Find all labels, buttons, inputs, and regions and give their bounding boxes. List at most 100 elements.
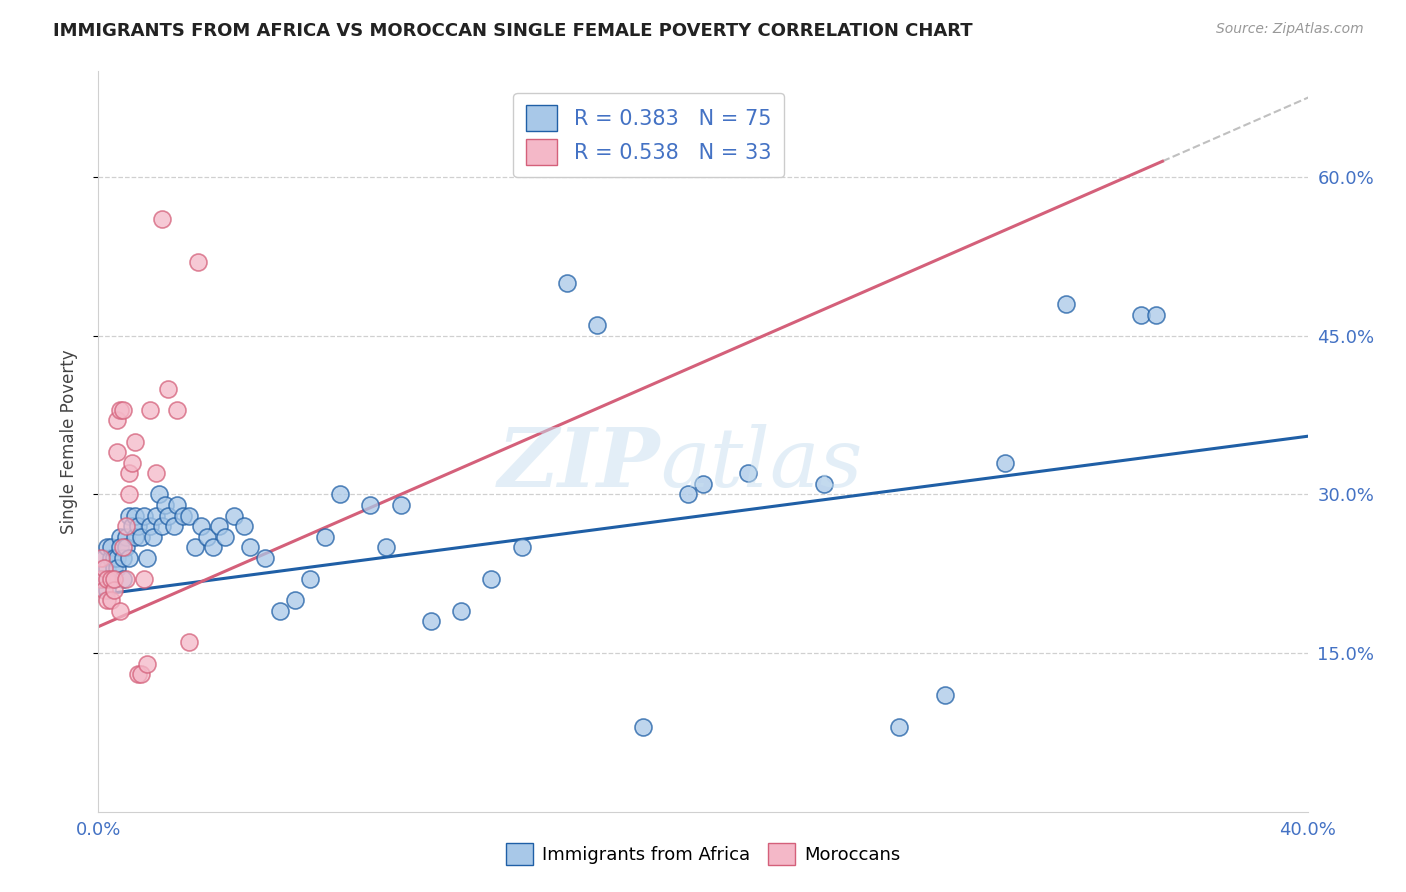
Point	[111, 541, 134, 555]
Point	[111, 572, 134, 586]
Point	[129, 667, 152, 681]
Point	[118, 467, 141, 481]
Point	[103, 561, 125, 575]
Point	[93, 561, 115, 575]
Point	[214, 530, 236, 544]
Point	[195, 530, 218, 544]
Point	[111, 402, 134, 417]
Point	[299, 572, 322, 586]
Text: ZIP: ZIP	[498, 424, 661, 504]
Point	[813, 476, 835, 491]
Point	[114, 541, 136, 555]
Point	[737, 467, 759, 481]
Point	[179, 635, 201, 649]
Point	[156, 382, 179, 396]
Point	[96, 593, 118, 607]
Point	[96, 561, 118, 575]
Text: atlas: atlas	[661, 424, 863, 504]
Point	[1144, 308, 1167, 322]
Point	[1130, 308, 1153, 322]
Point	[108, 530, 131, 544]
Point	[139, 402, 162, 417]
Point	[100, 550, 122, 565]
Point	[96, 582, 118, 597]
Point	[1054, 297, 1077, 311]
Point	[934, 689, 956, 703]
Text: IMMIGRANTS FROM AFRICA VS MOROCCAN SINGLE FEMALE POVERTY CORRELATION CHART: IMMIGRANTS FROM AFRICA VS MOROCCAN SINGL…	[53, 22, 973, 40]
Point	[105, 413, 128, 427]
Point	[103, 572, 125, 586]
Point	[100, 593, 122, 607]
Point	[586, 318, 609, 333]
Point	[676, 487, 699, 501]
Point	[166, 498, 188, 512]
Point	[224, 508, 246, 523]
Point	[172, 508, 194, 523]
Point	[150, 212, 173, 227]
Point	[374, 541, 396, 555]
Point	[90, 572, 112, 586]
Point	[150, 519, 173, 533]
Point	[314, 530, 336, 544]
Point	[179, 508, 201, 523]
Point	[124, 530, 146, 544]
Point	[132, 508, 155, 523]
Point	[105, 445, 128, 459]
Point	[208, 519, 231, 533]
Point	[269, 604, 291, 618]
Point	[100, 572, 122, 586]
Legend: R = 0.383   N = 75, R = 0.538   N = 33: R = 0.383 N = 75, R = 0.538 N = 33	[513, 93, 783, 177]
Point	[118, 550, 141, 565]
Point	[163, 519, 186, 533]
Point	[111, 550, 134, 565]
Point	[135, 550, 157, 565]
Point	[108, 402, 131, 417]
Point	[105, 550, 128, 565]
Point	[114, 519, 136, 533]
Point	[90, 550, 112, 565]
Point	[105, 561, 128, 575]
Text: Source: ZipAtlas.com: Source: ZipAtlas.com	[1216, 22, 1364, 37]
Point	[184, 541, 207, 555]
Point	[100, 572, 122, 586]
Point	[360, 498, 382, 512]
Point	[118, 508, 141, 523]
Y-axis label: Single Female Poverty: Single Female Poverty	[59, 350, 77, 533]
Point	[148, 487, 170, 501]
Point	[90, 572, 112, 586]
Point	[108, 604, 131, 618]
Point	[124, 434, 146, 449]
Point	[129, 530, 152, 544]
Point	[103, 550, 125, 565]
Point	[284, 593, 307, 607]
Point	[389, 498, 412, 512]
Point	[631, 720, 654, 734]
Point	[145, 508, 167, 523]
Point	[156, 508, 179, 523]
Point	[510, 541, 533, 555]
Point	[121, 456, 143, 470]
Point	[96, 541, 118, 555]
Point	[232, 519, 254, 533]
Point	[329, 487, 352, 501]
Point	[889, 720, 911, 734]
Point	[145, 467, 167, 481]
Point	[121, 519, 143, 533]
Point	[108, 541, 131, 555]
Point	[481, 572, 503, 586]
Point	[202, 541, 225, 555]
Point	[139, 519, 162, 533]
Point	[166, 402, 188, 417]
Point	[103, 582, 125, 597]
Point	[135, 657, 157, 671]
Point	[420, 615, 443, 629]
Point	[127, 519, 149, 533]
Point	[994, 456, 1017, 470]
Point	[96, 572, 118, 586]
Point	[114, 530, 136, 544]
Point	[124, 508, 146, 523]
Point	[187, 254, 209, 268]
Legend: Immigrants from Africa, Moroccans: Immigrants from Africa, Moroccans	[499, 836, 907, 872]
Point	[190, 519, 212, 533]
Point	[93, 582, 115, 597]
